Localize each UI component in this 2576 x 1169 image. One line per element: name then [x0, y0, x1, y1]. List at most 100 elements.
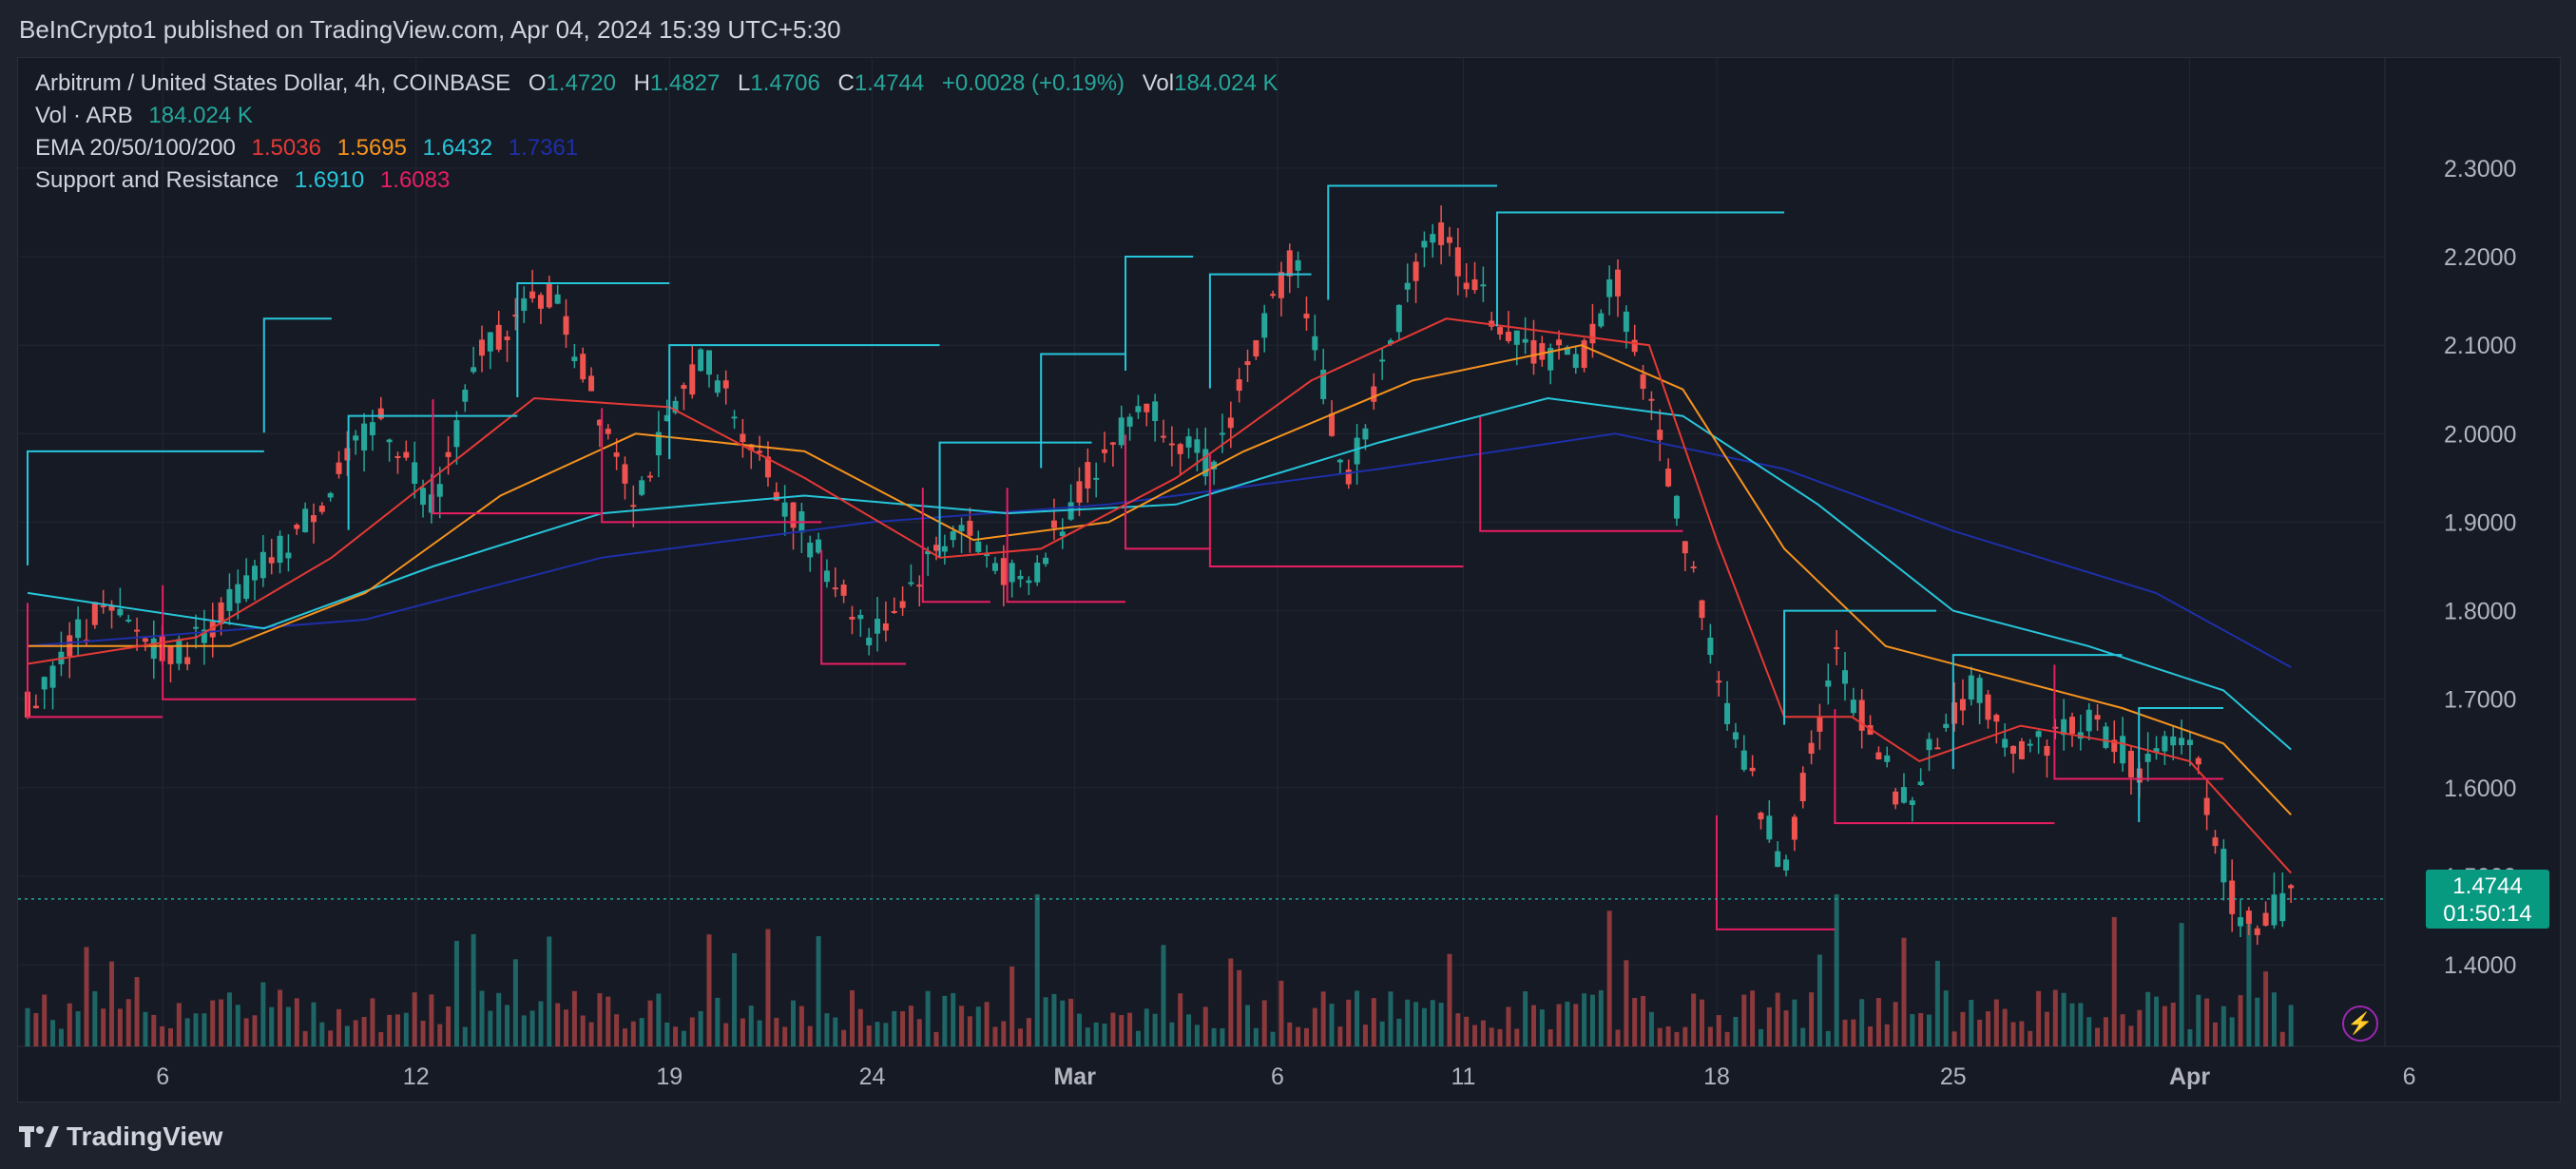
volume-bar [529, 1010, 535, 1046]
volume-bar [1977, 1019, 1983, 1046]
candle-body [1917, 781, 1924, 786]
volume-bar [92, 990, 98, 1046]
volume-bar [2187, 1028, 2193, 1046]
volume-bar [1355, 990, 1360, 1046]
y-tick-label: 1.7000 [2444, 687, 2516, 714]
candle-body [1236, 379, 1242, 392]
volume-bar [782, 1026, 788, 1046]
volume-row[interactable]: Vol · ARB 184.024 K [35, 100, 1278, 132]
close-key: C [837, 70, 855, 96]
volume-bar [1034, 894, 1040, 1046]
candle-body [1312, 335, 1318, 351]
volume-bar [723, 1023, 729, 1046]
candle-body [2010, 745, 2017, 755]
candle-body [403, 451, 410, 458]
ema-row[interactable]: EMA 20/50/100/200 1.5036 1.5695 1.6432 1… [35, 132, 1278, 164]
sr-label[interactable]: Support and Resistance [35, 167, 279, 193]
candle-body [2162, 736, 2168, 752]
candle-body [1606, 279, 1613, 297]
candle-body [2245, 910, 2252, 924]
candle-body [1817, 717, 1823, 732]
ema-label[interactable]: EMA 20/50/100/200 [35, 135, 236, 161]
resistance-level [347, 414, 518, 530]
volume-bar [243, 1018, 249, 1046]
volume-bar [630, 1021, 636, 1046]
symbol-title[interactable]: Arbitrum / United States Dollar, 4h, COI… [35, 70, 511, 96]
candle-body [2103, 726, 2109, 748]
y-tick-label: 1.6000 [2444, 776, 2516, 802]
volume-bar [1951, 1031, 1957, 1046]
ema20-value: 1.5036 [251, 135, 321, 161]
volume-bar [1362, 1025, 1368, 1046]
candle-body [1513, 330, 1520, 345]
candle-body [1278, 272, 1284, 298]
volume-indicator-label[interactable]: Vol · ARB [35, 103, 133, 128]
x-tick-label: 6 [1271, 1064, 1284, 1090]
support-level [1208, 452, 1464, 567]
volume-bar [2086, 1017, 2092, 1046]
price-chart[interactable]: 2.3000 2.2000 2.1000 2.0000 1.9000 1.8000 1.70… [18, 58, 2560, 1102]
candle-body [1261, 313, 1268, 338]
resistance-value: 1.6910 [294, 167, 365, 193]
candle-body [1093, 477, 1100, 480]
tradingview-mark-icon [19, 1126, 59, 1147]
lightning-icon[interactable]: ⚡ [2342, 1006, 2378, 1042]
y-tick-label: 1.4000 [2444, 952, 2516, 979]
volume-bar [1043, 997, 1048, 1046]
resistance-level [1495, 211, 1785, 327]
volume-bar [1329, 1004, 1335, 1046]
volume-bar [1455, 1013, 1461, 1046]
volume-bar [1296, 1026, 1301, 1046]
candle-body [1480, 284, 1487, 287]
candle-body [479, 339, 486, 356]
candle-body [757, 450, 763, 453]
volume-bar [1741, 994, 1747, 1046]
volume-bar [1127, 1012, 1133, 1046]
candle-body [1034, 563, 1041, 583]
candle-body [2288, 885, 2295, 889]
volume-bar [420, 1020, 426, 1046]
tradingview-wordmark: TradingView [67, 1121, 223, 1151]
chart-area[interactable]: 2.3000 2.2000 2.1000 2.0000 1.9000 1.8000 1.70… [17, 57, 2561, 1102]
candle-body [420, 488, 427, 506]
candle-body [1825, 680, 1832, 687]
volume-bar [892, 1010, 897, 1046]
volume-bar [2263, 971, 2269, 1046]
candle-body [1152, 401, 1159, 421]
low-key: L [738, 70, 751, 96]
volume-bar [1800, 1027, 1806, 1046]
volume-bar [1750, 990, 1756, 1046]
volume-bar [959, 1006, 965, 1046]
candle-body [1430, 234, 1436, 243]
volume-bar [1144, 1008, 1149, 1046]
volume-bar [1901, 937, 1907, 1046]
candle-body [344, 448, 351, 461]
candle-body [1548, 348, 1554, 371]
candle-body [563, 316, 569, 335]
candle-body [1362, 428, 1369, 440]
candle-body [512, 315, 519, 317]
high-value: 1.4827 [649, 70, 721, 96]
tradingview-logo[interactable]: TradingView [19, 1121, 222, 1152]
candle-body [2120, 736, 2126, 764]
ohlc-row[interactable]: Arbitrum / United States Dollar, 4h, COI… [35, 67, 1278, 100]
volume-bar [370, 998, 375, 1046]
volume-bar [942, 995, 948, 1046]
candle-body [2069, 717, 2076, 734]
volume-bar [143, 1011, 148, 1046]
volume-bar [1674, 1031, 1680, 1046]
volume-bar [1775, 992, 1780, 1046]
volume-bar [403, 1012, 409, 1046]
volume-bar [1893, 1002, 1898, 1046]
candle-body [32, 705, 39, 709]
volume-bar [1060, 1000, 1066, 1046]
volume-bar [732, 952, 738, 1046]
volume-bar [798, 1006, 804, 1046]
candle-body [1842, 670, 1849, 684]
candle-body [899, 601, 906, 608]
sr-row[interactable]: Support and Resistance 1.6910 1.6083 [35, 164, 1278, 197]
volume-bar [1758, 1028, 1763, 1046]
candle-body [1185, 436, 1192, 448]
candle-body [487, 332, 493, 352]
bar-countdown: 01:50:14 [2443, 900, 2532, 927]
